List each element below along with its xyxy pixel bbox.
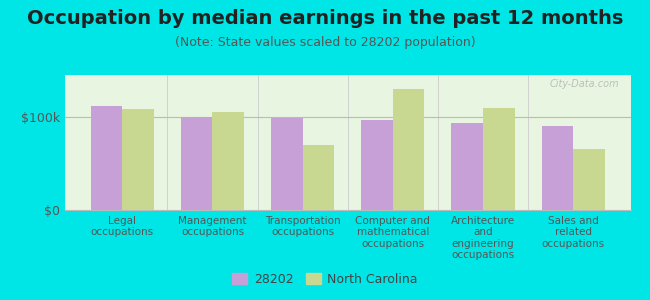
Text: (Note: State values scaled to 28202 population): (Note: State values scaled to 28202 popu…: [175, 36, 475, 49]
Bar: [361, 120, 393, 210]
Bar: [271, 118, 303, 210]
Bar: [541, 126, 573, 210]
Bar: [573, 149, 604, 210]
Legend: 28202, North Carolina: 28202, North Carolina: [227, 268, 422, 291]
Bar: [213, 112, 244, 210]
Bar: [452, 123, 483, 210]
Bar: [91, 106, 122, 210]
Text: City-Data.com: City-Data.com: [549, 79, 619, 89]
Text: Occupation by median earnings in the past 12 months: Occupation by median earnings in the pas…: [27, 9, 623, 28]
Bar: [181, 117, 213, 210]
Bar: [303, 145, 334, 210]
Bar: [122, 110, 154, 210]
Bar: [483, 108, 515, 210]
Bar: [393, 89, 424, 210]
